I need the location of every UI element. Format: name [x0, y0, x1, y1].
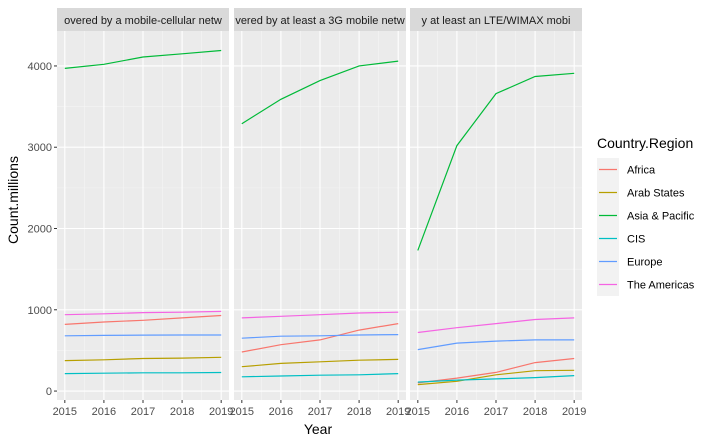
legend-label: CIS [627, 234, 645, 246]
series-line-asia-pacific [417, 72, 575, 251]
x-axis-title: Year [304, 421, 333, 437]
legend-label: Africa [627, 165, 656, 177]
series-line-cis [417, 375, 575, 383]
panel-2: vered by at least a 3G mobile netw 2015 20… [230, 8, 410, 418]
y-axis: 0 1000 2000 3000 4000 [28, 61, 57, 398]
legend-label: Arab States [627, 188, 685, 200]
legend-items: Africa Arab States Asia & Pacific CIS Europe… [597, 158, 695, 296]
x-tick-label: 2015 [406, 406, 430, 418]
series-line-cis [64, 371, 222, 375]
series-line-the-americas [241, 311, 399, 319]
x-tick-label: 2018 [347, 406, 371, 418]
facet-strip-label: vered by at least a 3G mobile netw [235, 15, 404, 27]
facet-strip: overed by a mobile-cellular netw [57, 8, 229, 31]
series-line-the-americas [64, 310, 222, 316]
x-tick-label: 2017 [131, 406, 155, 418]
series-line-arab-states [241, 358, 399, 368]
legend-title: Country.Region [597, 135, 693, 151]
series-line-europe [64, 334, 222, 337]
x-tick-label: 2017 [484, 406, 508, 418]
panel-1: overed by a mobile-cellular netw 2015 2016… [53, 8, 233, 418]
series-lines [241, 60, 399, 378]
series-line-africa [64, 314, 222, 325]
x-tick-label: 2016 [269, 406, 293, 418]
series-line-the-americas [417, 317, 575, 334]
legend-item: Asia & Pacific [597, 204, 695, 227]
x-tick-label: 2018 [523, 406, 547, 418]
series-line-africa [241, 323, 399, 353]
y-axis-title: Count.millions [5, 156, 21, 244]
legend-item: CIS [597, 227, 645, 250]
x-tick-label: 2016 [92, 406, 116, 418]
series-lines [417, 72, 575, 386]
y-tick-label: 4000 [28, 61, 52, 73]
x-tick-label: 2018 [170, 406, 194, 418]
y-tick-label: 2000 [28, 224, 52, 236]
series-lines [64, 49, 222, 375]
facet-strip-background [57, 8, 229, 31]
legend-item: Europe [597, 250, 662, 273]
facet-strip-label: overed by a mobile-cellular netw [64, 15, 222, 27]
series-line-asia-pacific [64, 49, 222, 69]
series-line-europe [241, 334, 399, 339]
x-tick-label: 2017 [308, 406, 332, 418]
series-line-arab-states [64, 356, 222, 362]
legend-item: The Americas [597, 273, 695, 296]
facet-strip-label: y at least an LTE/WIMAX mobi [422, 15, 571, 27]
x-tick-label: 2019 [386, 406, 410, 418]
facet-strip: y at least an LTE/WIMAX mobi [410, 8, 582, 31]
legend: Country.Region Africa Arab States Asia & P… [597, 135, 695, 296]
y-tick-label: 3000 [28, 142, 52, 154]
facet-strip: vered by at least a 3G mobile netw [234, 8, 406, 31]
chart-panels: overed by a mobile-cellular netw 2015 2016… [53, 8, 586, 418]
legend-item: Africa [597, 158, 656, 181]
x-tick-label: 2016 [445, 406, 469, 418]
legend-item: Arab States [597, 181, 685, 204]
x-tick-label: 2019 [562, 406, 586, 418]
series-line-europe [417, 339, 575, 351]
y-tick-label: 0 [46, 386, 52, 398]
series-line-cis [241, 373, 399, 378]
x-tick-label: 2019 [209, 406, 233, 418]
legend-label: Europe [627, 257, 662, 269]
facet-strip-background [234, 8, 406, 31]
series-line-africa [417, 357, 575, 384]
x-tick-label: 2015 [53, 406, 77, 418]
legend-label: Asia & Pacific [627, 211, 695, 223]
facet-strip-background [410, 8, 582, 31]
y-tick-label: 1000 [28, 305, 52, 317]
legend-label: The Americas [627, 280, 695, 292]
x-tick-label: 2015 [230, 406, 254, 418]
series-line-asia-pacific [241, 60, 399, 125]
panel-3: y at least an LTE/WIMAX mobi 2015 2016 2017… [406, 8, 586, 418]
series-line-arab-states [417, 369, 575, 386]
